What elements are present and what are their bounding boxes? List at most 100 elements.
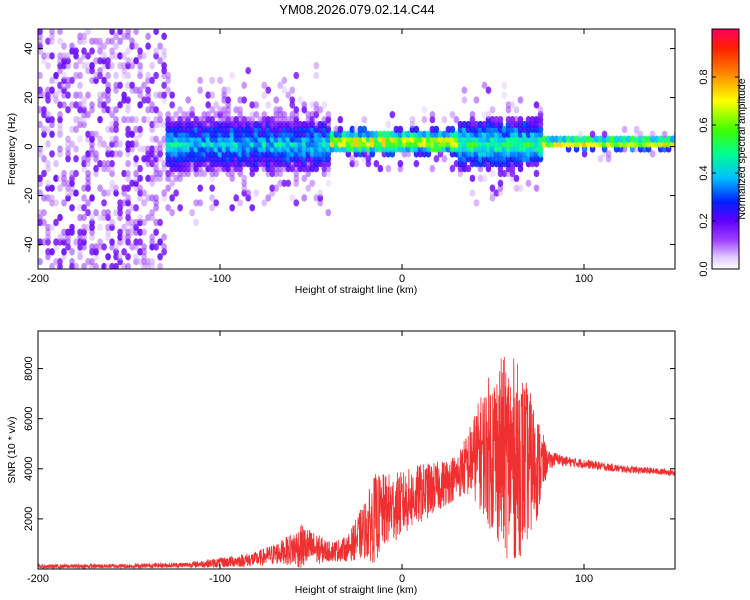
spectrogram-cell [129,115,135,124]
spectrogram-cell [137,164,143,173]
spectrogram-cell [121,223,127,232]
spectrogram-cell [38,29,43,36]
spectrogram-cell [129,204,135,212]
spectrogram-cell [97,91,103,99]
spectrogram-cell [237,199,244,207]
spectrogram-cell [105,160,111,168]
spectrogram-cell [101,91,107,99]
spectrogram-cell [481,120,488,129]
spectrogram-cell [385,130,392,138]
spectrogram-cell [481,111,488,119]
spectrogram-cell [513,184,520,192]
spectrogram-cell [85,130,91,138]
spectrogram-cell [185,96,191,104]
spectrogram-cell [57,145,63,153]
spectrogram-cell [429,125,436,134]
spectrogram-cell [81,47,87,55]
spectrogram-cell [481,174,488,183]
spectrogram-cell [497,115,504,124]
spectrogram-cell [289,96,296,104]
spectrogram-cell [613,135,620,143]
spectrogram-cell [225,96,231,104]
spectrogram-cell [85,199,91,207]
spectrogram-cell [81,204,87,212]
spectrogram-cell [153,47,159,55]
spectrogram-cell [69,169,75,178]
spectrogram-cell [49,76,55,85]
spectrogram-cell [61,169,67,178]
spectrogram-cell [161,243,167,251]
spectrogram-cell [69,223,75,232]
spectrogram-cell [45,111,51,119]
spectrogram-cell [649,130,656,138]
spectrogram-cell [165,86,171,94]
spectrogram-cell [41,209,47,217]
spectrogram-cell [581,135,588,143]
spectrogram-cell [81,155,87,163]
spectrogram-cell [121,52,127,60]
spectrogram-cell [109,135,115,143]
snr-frame [37,330,676,570]
spectrogram-cell [497,179,504,187]
spectrogram-cell [573,135,580,143]
spectrogram-cell [309,111,316,119]
spectrogram-cell [117,101,123,109]
spectrogram-cell [125,125,131,134]
spectrogram-cell [125,115,131,124]
spectrogram-cell [117,37,123,45]
spectrogram-cell [38,71,43,80]
spectrogram-cell [377,130,384,138]
spectrogram-cell [49,86,55,94]
spectrogram-cell [293,199,300,207]
spectrogram-cell [125,57,131,65]
spectrogram-cell [77,115,83,124]
spectrogram-cell [469,174,476,183]
spectrogram-cell [81,262,87,269]
spectrogram-cell [489,184,496,192]
spectrogram-cell [73,47,79,55]
spectrogram-cell [213,101,219,109]
spectrogram-cell [333,125,340,134]
spectrogram-cell [489,115,496,124]
spectrogram-cell [273,184,280,192]
spectrogram-cell [149,120,155,129]
spectrogram-cell [249,204,256,212]
spectrogram-cell [61,101,67,109]
spectrogram-cell [129,140,135,148]
spectrogram-cell [169,209,175,217]
spectrogram-cell [161,135,167,143]
spectrogram-cell [77,57,83,65]
spectrogram-cell [233,106,240,114]
spectrogram-cell [65,106,71,114]
spectrogram-cell [177,115,183,124]
spectrogram-cell [149,174,155,183]
spectrogram-cell [553,135,560,143]
spectrogram-cell [165,71,171,80]
spectrogram-cell [133,86,139,94]
spectrogram-cell [477,174,484,183]
spectrogram-cell [197,76,203,85]
spectrogram-cell [197,184,203,192]
spectrogram-cell [225,86,231,94]
spectrogram-cell [125,209,131,217]
spectrogram-cell [41,218,47,227]
spectrogram-cell [133,125,139,134]
spectrogram-cell [133,135,139,143]
spectrogram-cell [109,179,115,187]
spectrogram-cell [38,145,43,153]
spectrogram-cell [113,262,119,269]
spectrogram-cell [73,155,79,163]
spectrogram-cell [637,130,644,138]
spectrogram-cell [129,243,135,251]
spectrogram-cell [73,189,79,197]
spectrogram-cell [41,155,47,163]
snr-x-label: Height of straight line (km) [295,584,418,596]
colorbar-label: Normalized spectral amplitude [736,78,748,219]
spectrogram-cell [145,194,151,202]
spectrogram-cell [125,228,131,236]
spectrogram-cell [121,184,127,192]
spectrogram-cell [197,199,203,207]
spectrogram-cell [257,115,264,124]
spectrogram-cell [201,111,207,119]
spectrogram-cell [461,86,468,94]
